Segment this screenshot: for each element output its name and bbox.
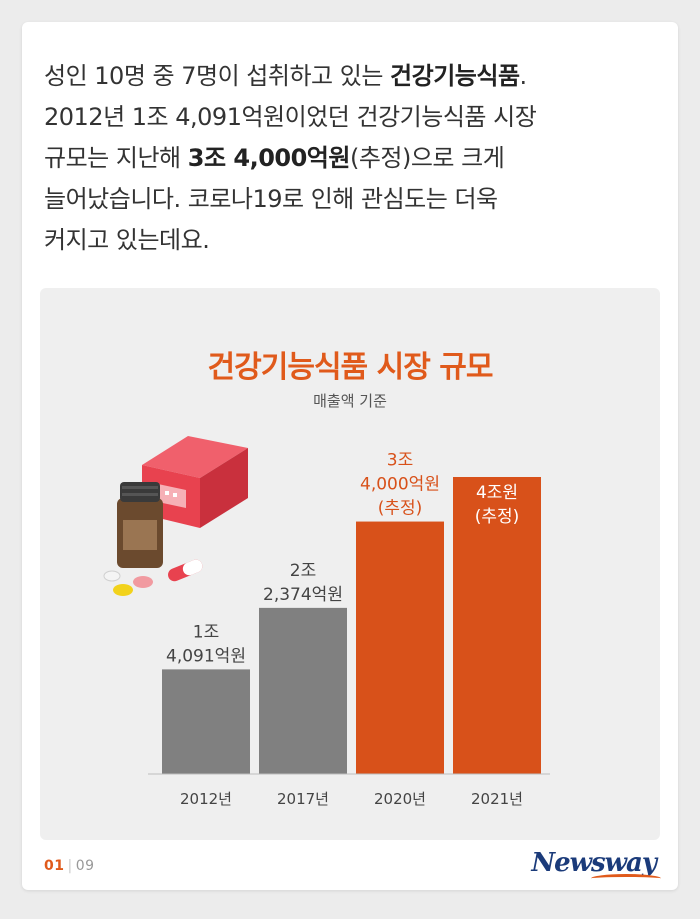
value-label-2-0: 3조 [387,451,413,471]
intro-line-1: 성인 10명 중 7명이 섭취하고 있는 건강기능식품. [44,62,527,90]
newsway-logo: Newsway [531,848,662,878]
intro-line-4: 늘어났습니다. 코로나19로 인해 관심도는 더욱 [44,185,498,213]
x-tick-label-0: 2012년 [180,790,232,808]
logo-swoosh [591,874,662,883]
pill-bottle-icon [117,482,163,568]
chart-panel: 건강기능식품 시장 규모 매출액 기준 [40,288,660,840]
bar-3 [453,477,541,774]
page-current: 01 [44,858,65,874]
x-tick-label-3: 2021년 [471,790,523,808]
pills-icon [103,570,153,596]
bar-1 [259,607,347,774]
card: 성인 10명 중 7명이 섭취하고 있는 건강기능식품. 2012년 1조 4,… [22,22,678,890]
page-separator: | [67,858,73,874]
page-total: 09 [75,858,95,874]
intro-highlight-2: 3조 4,000억원 [187,144,351,172]
value-label-1-0: 2조 [290,561,316,581]
x-tick-label-1: 2017년 [277,790,329,808]
value-label-3-1: (추정) [475,507,520,527]
intro-line-2: 2012년 1조 4,091억원이었던 건강기능식품 시장 [44,103,537,131]
value-label-2-1: 4,000억원 [360,475,440,495]
bar-0 [162,669,250,774]
chart-subtitle: 매출액 기준 [313,392,387,410]
bar-chart: 1조 4,091억원 2012년 2조 2,374억원 2017년 3조 4,000억원 (추정… [103,436,550,808]
bars-group: 1조 4,091억원 2012년 2조 2,374억원 2017년 3조 4,000억원 (추정… [162,451,541,808]
value-label-3-0: 4조원 [476,483,518,503]
value-label-0-0: 1조 [193,622,219,642]
chart-title: 건강기능식품 시장 규모 [207,350,494,385]
intro-highlight: 건강기능식품 [390,62,520,90]
value-label-2-2: (추정) [378,499,423,519]
capsule-icon [168,559,203,582]
page-indicator: 01 | 09 [44,858,95,874]
value-label-0-1: 4,091억원 [166,646,246,666]
supplement-illustration [103,436,248,596]
intro-text: 성인 10명 중 7명이 섭취하고 있는 건강기능식품. 2012년 1조 4,… [44,56,644,261]
bar-2 [356,521,444,774]
value-label-1-1: 2,374억원 [263,585,343,605]
x-tick-label-2: 2020년 [374,790,426,808]
intro-line-3: 규모는 지난해 3조 4,000억원(추정)으로 크게 [44,144,505,172]
intro-line-5: 커지고 있는데요. [44,226,210,254]
